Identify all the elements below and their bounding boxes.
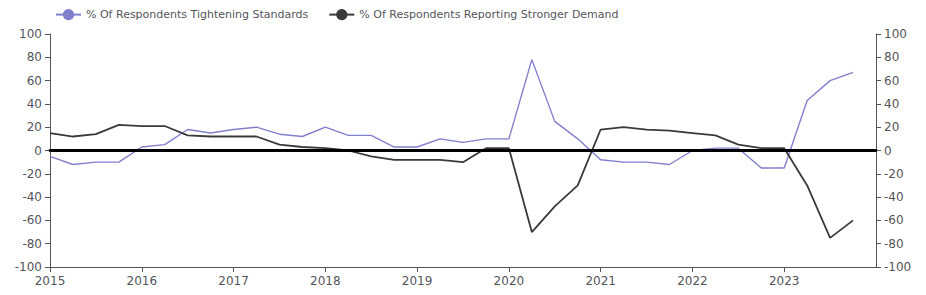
svg-text:-100: -100 bbox=[884, 260, 911, 274]
svg-text:-60: -60 bbox=[884, 213, 904, 227]
svg-text:80: 80 bbox=[884, 50, 899, 64]
svg-text:% Of Respondents Tightening St: % Of Respondents Tightening Standards bbox=[86, 8, 309, 21]
svg-text:100: 100 bbox=[884, 27, 907, 41]
svg-text:2021: 2021 bbox=[585, 274, 616, 288]
svg-text:2019: 2019 bbox=[402, 274, 433, 288]
svg-text:-60: -60 bbox=[22, 213, 42, 227]
svg-text:-20: -20 bbox=[22, 167, 42, 181]
svg-text:-20: -20 bbox=[884, 167, 904, 181]
svg-text:2015: 2015 bbox=[35, 274, 66, 288]
svg-text:2017: 2017 bbox=[218, 274, 249, 288]
svg-text:20: 20 bbox=[27, 120, 42, 134]
svg-text:80: 80 bbox=[27, 50, 42, 64]
svg-text:100: 100 bbox=[19, 27, 42, 41]
svg-text:-40: -40 bbox=[884, 190, 904, 204]
svg-text:2020: 2020 bbox=[494, 274, 525, 288]
svg-text:2023: 2023 bbox=[769, 274, 800, 288]
svg-text:60: 60 bbox=[27, 74, 42, 88]
svg-text:-40: -40 bbox=[22, 190, 42, 204]
svg-text:2022: 2022 bbox=[677, 274, 708, 288]
svg-text:0: 0 bbox=[884, 144, 892, 158]
svg-text:% Of Respondents Reporting Str: % Of Respondents Reporting Stronger Dema… bbox=[359, 8, 618, 21]
svg-text:0: 0 bbox=[34, 144, 42, 158]
svg-text:-80: -80 bbox=[884, 237, 904, 251]
svg-text:40: 40 bbox=[27, 97, 42, 111]
svg-text:2016: 2016 bbox=[127, 274, 158, 288]
svg-text:20: 20 bbox=[884, 120, 899, 134]
svg-text:-100: -100 bbox=[15, 260, 42, 274]
svg-text:2018: 2018 bbox=[310, 274, 341, 288]
svg-text:40: 40 bbox=[884, 97, 899, 111]
svg-text:-80: -80 bbox=[22, 237, 42, 251]
svg-text:60: 60 bbox=[884, 74, 899, 88]
